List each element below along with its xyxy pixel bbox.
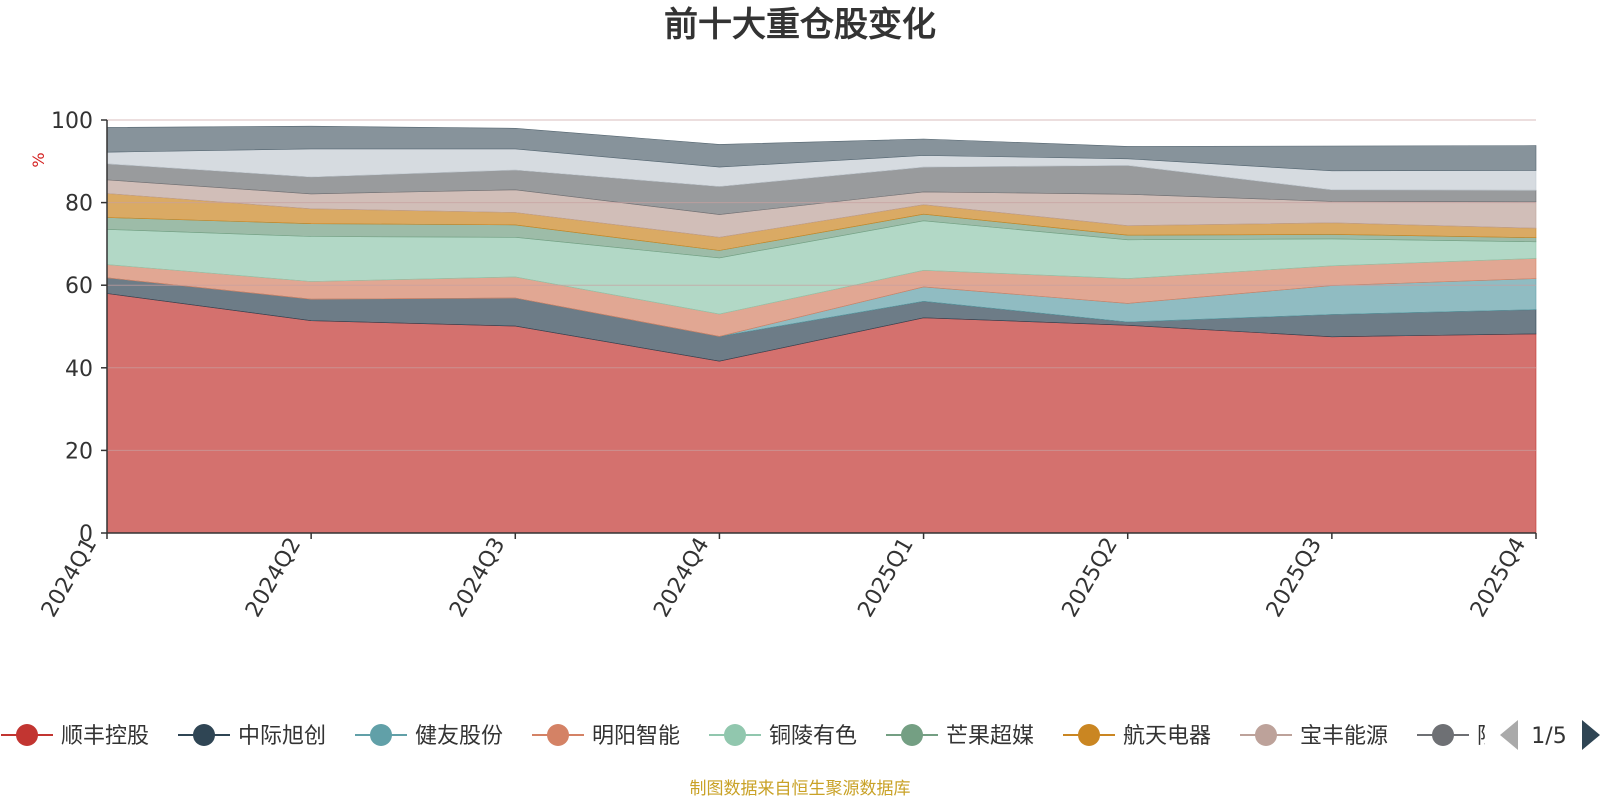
x-tick-label-7: 2025Q4 — [1466, 534, 1531, 622]
next-page-icon[interactable] — [1582, 720, 1600, 750]
legend[interactable]: 顺丰控股 中际旭创 健友股份 明阳智能 铜陵有色 芒果超媒 航天电器 宝丰能源 隆基绿能 — [1, 724, 1565, 749]
legend-label-6: 航天电器 — [1123, 724, 1211, 749]
y-tick-label-5: 100 — [51, 109, 93, 134]
prev-page-icon[interactable] — [1500, 720, 1518, 750]
legend-item-3[interactable]: 明阳智能 — [532, 724, 680, 749]
x-tick-label-1: 2024Q2 — [241, 534, 306, 622]
area-series-10[interactable] — [106, 125, 1537, 172]
legend-marker-1 — [193, 724, 215, 746]
legend-page-indicator: 1/5 — [1531, 724, 1566, 749]
y-tick-label-3: 60 — [65, 274, 93, 299]
x-tick-label-2: 2024Q3 — [445, 534, 510, 622]
legend-label-0: 顺丰控股 — [61, 724, 149, 749]
legend-marker-6 — [1078, 724, 1100, 746]
legend-item-7[interactable]: 宝丰能源 — [1240, 724, 1388, 749]
y-tick-label-0: 0 — [79, 522, 93, 547]
y-tick-label-4: 80 — [65, 192, 93, 217]
x-tick-label-5: 2025Q2 — [1058, 534, 1123, 622]
legend-label-1: 中际旭创 — [238, 724, 326, 749]
data-source-footer: 制图数据来自恒生聚源数据库 — [690, 779, 911, 799]
y-axis-label: % — [29, 152, 48, 167]
legend-marker-0 — [16, 724, 38, 746]
legend-label-8: 隆基绿能 — [1477, 724, 1565, 749]
plot-area — [106, 125, 1537, 534]
legend-marker-4 — [724, 724, 746, 746]
legend-label-7: 宝丰能源 — [1300, 724, 1388, 749]
legend-marker-7 — [1255, 724, 1277, 746]
legend-items: 顺丰控股 中际旭创 健友股份 明阳智能 铜陵有色 芒果超媒 航天电器 宝丰能源 隆基绿能 — [1, 724, 1565, 749]
gridlines — [107, 119, 1536, 451]
y-tick-label-1: 20 — [65, 439, 93, 464]
legend-label-2: 健友股份 — [415, 724, 503, 749]
legend-item-1[interactable]: 中际旭创 — [178, 724, 326, 749]
legend-item-5[interactable]: 芒果超媒 — [886, 724, 1034, 749]
x-tick-label-0: 2024Q1 — [37, 534, 102, 622]
x-tick-label-6: 2025Q3 — [1262, 534, 1327, 622]
x-tick-label-4: 2025Q1 — [853, 534, 918, 622]
legend-item-6[interactable]: 航天电器 — [1063, 724, 1211, 749]
chart-title: 前十大重仓股变化 — [664, 5, 936, 45]
legend-label-4: 铜陵有色 — [769, 724, 857, 749]
legend-item-0[interactable]: 顺丰控股 — [1, 724, 149, 749]
legend-marker-3 — [547, 724, 569, 746]
legend-label-3: 明阳智能 — [592, 724, 680, 749]
legend-label-5: 芒果超媒 — [946, 724, 1034, 749]
legend-pager[interactable]: 1/5 — [1500, 720, 1600, 750]
legend-marker-5 — [901, 724, 923, 746]
y-tick-label-2: 40 — [65, 357, 93, 382]
legend-marker-2 — [370, 724, 392, 746]
legend-item-4[interactable]: 铜陵有色 — [709, 724, 857, 749]
x-tick-label-3: 2024Q4 — [649, 534, 714, 622]
legend-item-8[interactable]: 隆基绿能 — [1417, 724, 1565, 749]
legend-marker-8 — [1432, 724, 1454, 746]
legend-item-2[interactable]: 健友股份 — [355, 724, 503, 749]
